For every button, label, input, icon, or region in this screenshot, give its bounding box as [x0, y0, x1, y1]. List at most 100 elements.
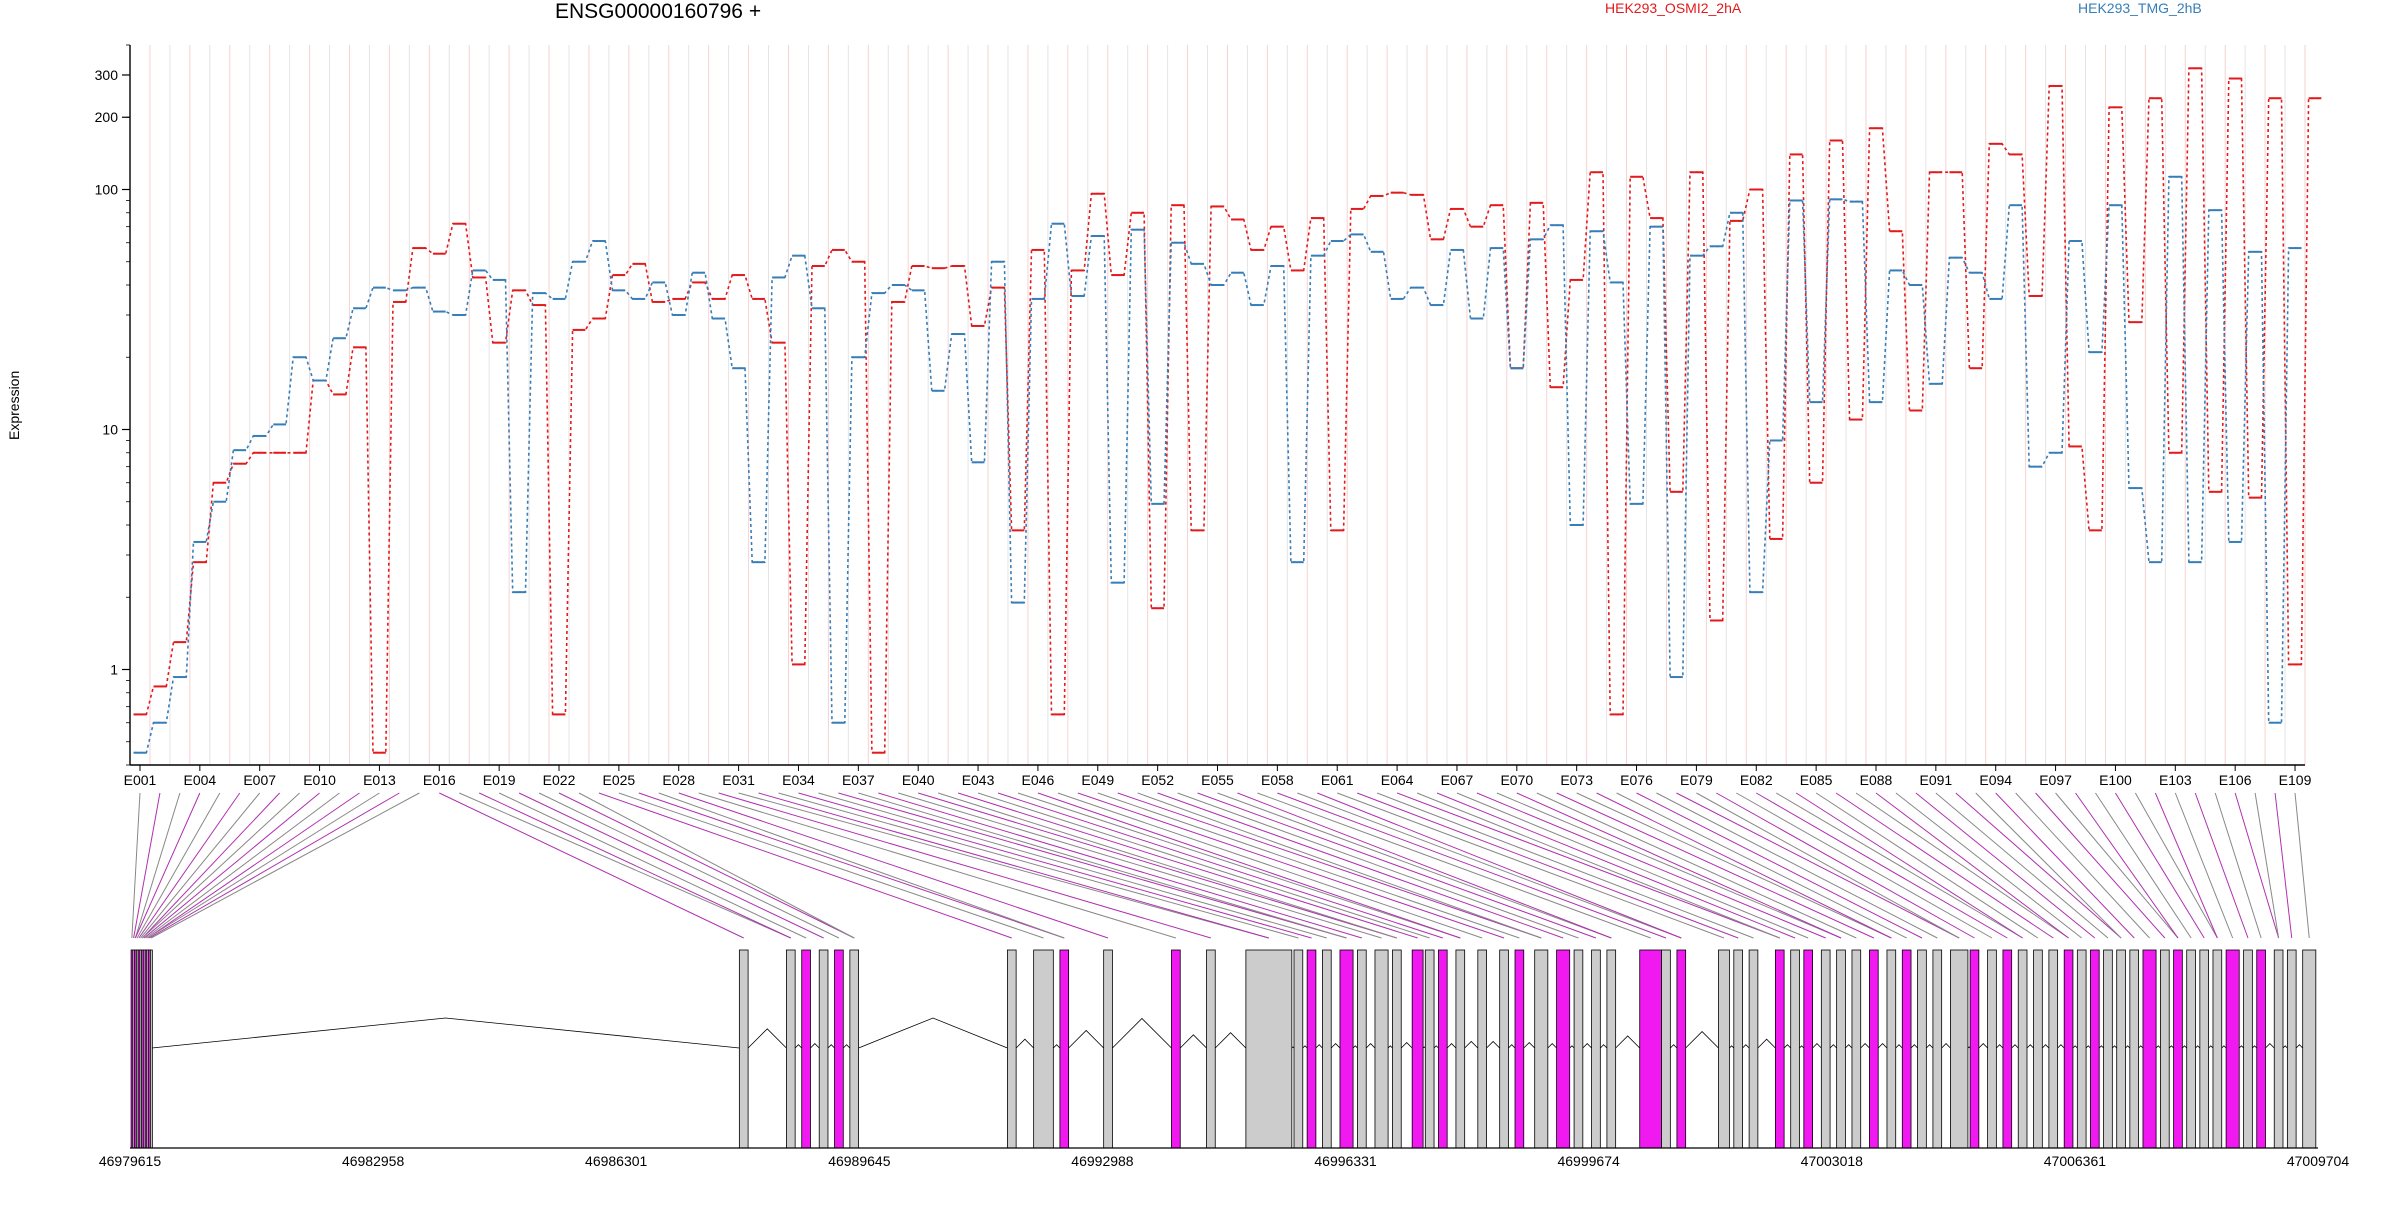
- exon-block: [1987, 949, 1997, 1149]
- exon-block: [1103, 949, 1113, 1149]
- exon-mapping-line: [1456, 792, 1809, 939]
- exon-block: [2212, 949, 2223, 1149]
- intron-line: [1433, 1045, 1439, 1049]
- intron-line: [2195, 1045, 2201, 1049]
- exon-mapping-line: [1237, 792, 1612, 939]
- intron-line: [747, 1028, 787, 1049]
- x-tick-label: E085: [1800, 772, 1833, 788]
- intron-line: [1446, 1043, 1457, 1049]
- genome-tick-label: 46992988: [1071, 1153, 1134, 1169]
- exon-block: [2273, 949, 2284, 1149]
- exon-mapping-line: [1516, 792, 1842, 939]
- intron-line: [1926, 1044, 1934, 1049]
- exon-block: [1820, 949, 1831, 1149]
- x-tick-label: E073: [1560, 772, 1593, 788]
- intron-line: [1214, 1032, 1247, 1049]
- exon-mapping-line: [738, 792, 1269, 939]
- exon-block: [1869, 949, 1879, 1149]
- x-tick-label: E106: [2219, 772, 2252, 788]
- exon-mapping-line: [131, 792, 141, 939]
- x-tick-label: E004: [183, 772, 216, 788]
- y-tick-label: 10: [102, 421, 118, 437]
- intron-line: [2072, 1045, 2078, 1049]
- exon-mapping-line: [2294, 792, 2310, 939]
- intron-line: [1365, 1043, 1376, 1049]
- exon-mapping-line: [142, 792, 300, 939]
- exon-mapping-line: [1775, 792, 2023, 939]
- intron-line: [1877, 1043, 1888, 1049]
- exon-block: [1392, 949, 1402, 1149]
- x-tick-label: E028: [662, 772, 695, 788]
- exon-mapping-line: [1396, 792, 1780, 939]
- genome-tick-label: 46989645: [828, 1153, 891, 1169]
- exon-block: [1718, 949, 1730, 1149]
- intron-line: [1068, 1029, 1104, 1049]
- exon-block: [1591, 949, 1601, 1149]
- x-tick-label: E049: [1081, 772, 1114, 788]
- exon-mapping-line: [147, 792, 380, 939]
- exon-mapping-line: [937, 792, 1398, 939]
- exon-block: [2142, 949, 2157, 1149]
- intron-line: [1387, 1045, 1393, 1049]
- exon-mapping-line: [2134, 792, 2218, 939]
- x-tick-label: E001: [124, 772, 157, 788]
- exon-mapping-line: [618, 792, 1044, 939]
- exon-mapping-line: [143, 792, 320, 939]
- exon-mapping-line: [1217, 792, 1612, 939]
- exon-mapping-line: [2274, 792, 2293, 939]
- exon-mapping-line: [1097, 792, 1520, 939]
- exon-block: [1059, 949, 1070, 1149]
- exon-mapping-line: [1077, 792, 1505, 939]
- intron-line: [1400, 1041, 1413, 1049]
- intron-line: [2057, 1044, 2065, 1049]
- intron-line: [1179, 1034, 1207, 1049]
- exon-block: [1357, 949, 1367, 1149]
- y-tick-label: 100: [95, 181, 119, 197]
- exon-block: [1499, 949, 1509, 1149]
- exon-block: [2129, 949, 2139, 1149]
- exon-block: [1171, 949, 1181, 1149]
- x-tick-label: E070: [1500, 772, 1533, 788]
- legend-series-tmg: HEK293_TMG_2hB: [2078, 0, 2202, 16]
- exon-mapping-line: [1756, 792, 2008, 939]
- exon-mapping-line: [1476, 792, 1826, 939]
- x-tick-label: E076: [1620, 772, 1653, 788]
- exon-block: [2063, 949, 2074, 1149]
- x-tick-label: E040: [902, 772, 935, 788]
- exon-mapping-line: [1955, 792, 2122, 939]
- x-tick-label: E082: [1740, 772, 1773, 788]
- exon-block: [2302, 949, 2317, 1149]
- intron-line: [2112, 1045, 2117, 1049]
- exon-block: [2076, 949, 2087, 1149]
- exon-block: [1676, 949, 1687, 1149]
- intron-line: [2026, 1044, 2034, 1049]
- intron-line: [1812, 1043, 1822, 1049]
- exon-mapping-line: [2254, 792, 2280, 939]
- intron-line: [1112, 1017, 1172, 1049]
- intron-line: [858, 1017, 1008, 1049]
- x-tick-label: E079: [1680, 772, 1713, 788]
- genome-tick-label: 46999674: [1557, 1153, 1620, 1169]
- intron-line: [1547, 1043, 1557, 1049]
- exon-mapping-line: [778, 792, 1299, 939]
- exon-mapping-line: [134, 792, 181, 939]
- intron-line: [2098, 1045, 2104, 1049]
- exon-block: [2116, 949, 2126, 1149]
- genome-tick-label: 47009704: [2287, 1153, 2350, 1169]
- x-tick-label: E010: [303, 772, 336, 788]
- exon-block: [2199, 949, 2209, 1149]
- exon-block: [1790, 949, 1800, 1149]
- intron-line: [1996, 1044, 2004, 1049]
- exon-mapping-line: [758, 792, 1269, 939]
- intron-line: [1600, 1044, 1608, 1049]
- exon-mapping-line: [2075, 792, 2179, 939]
- intron-line: [1783, 1044, 1791, 1049]
- x-tick-label: E100: [2099, 772, 2132, 788]
- intron-line: [1941, 1043, 1951, 1049]
- intron-line: [2252, 1045, 2258, 1049]
- intron-line: [1742, 1044, 1750, 1049]
- genome-tick-label: 46982958: [342, 1153, 405, 1169]
- exon-mapping-line: [459, 792, 791, 939]
- exon-mapping-line: [898, 792, 1382, 939]
